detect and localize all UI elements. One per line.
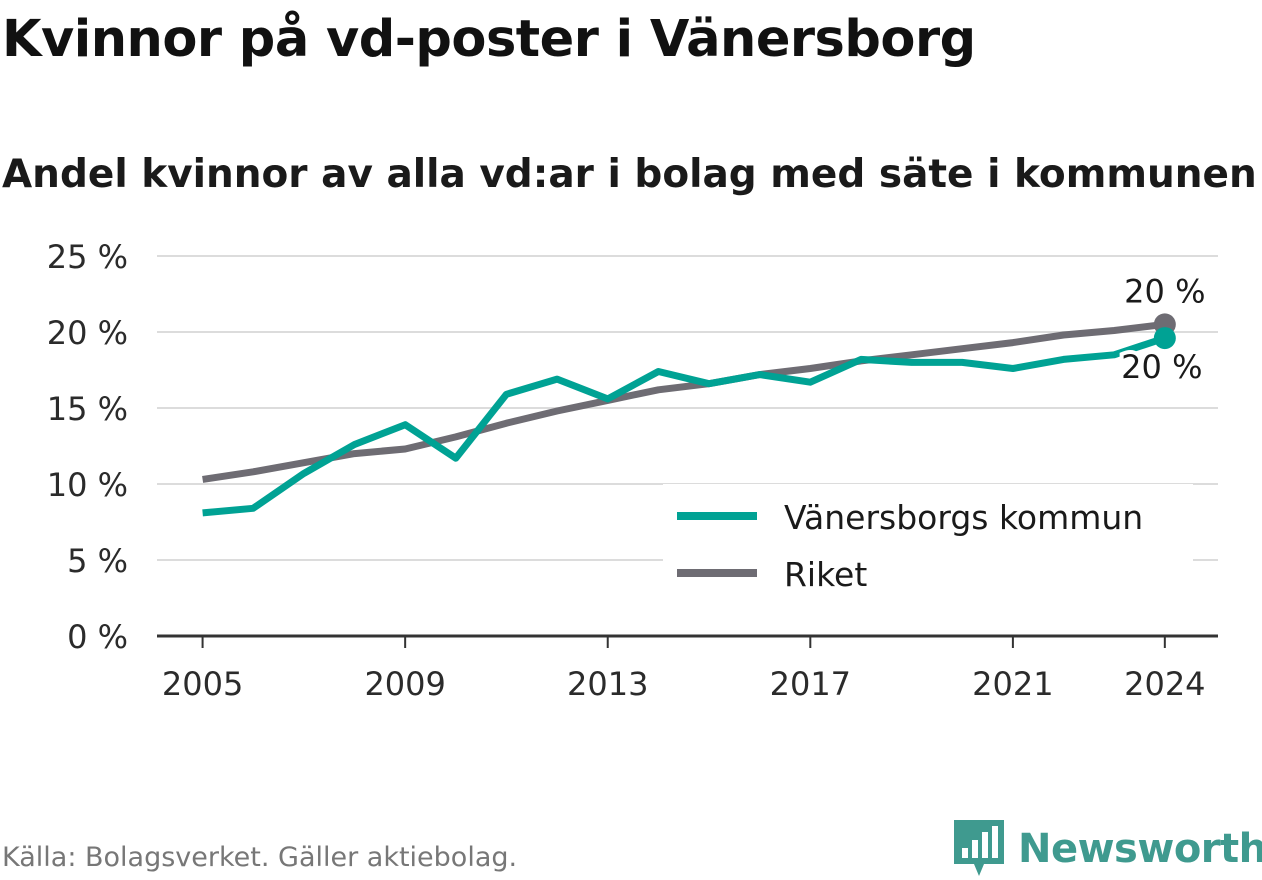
y-tick-label: 5 % [67,542,128,580]
brand-logo: Newsworthy [952,818,1262,880]
y-tick-label: 10 % [47,466,128,504]
x-tick-label: 2013 [567,665,648,703]
data-series [202,313,1176,517]
source-note: Källa: Bolagsverket. Gäller aktiebolag. [2,842,518,873]
newsworthy-logo-icon [954,820,1004,876]
chart-subtitle: Andel kvinnor av alla vd:ar i bolag med … [2,152,1257,197]
end-labels: 20 % 20 % [1117,272,1206,390]
x-tick-label: 2021 [972,665,1053,703]
end-label-vanersborg: 20 % [1121,348,1202,386]
series-line-riket [202,320,1166,483]
legend-label-vanersborg: Vänersborgs kommun [784,498,1143,537]
end-point-vanersborg [1153,327,1176,350]
x-tick-label: 2005 [162,665,243,703]
y-tick-label: 25 % [47,238,128,276]
y-axis-ticks: 0 % 5 % 10 % 15 % 20 % 25 % [47,238,128,656]
series-line-vanersborg [202,334,1166,517]
y-tick-label: 0 % [67,618,128,656]
y-tick-label: 20 % [47,314,128,352]
brand-name: Newsworthy [1018,826,1262,872]
y-tick-label: 15 % [47,390,128,428]
end-label-riket: 20 % [1124,272,1205,310]
x-tick-label: 2017 [770,665,851,703]
legend-background [663,484,1193,606]
legend: Vänersborgs kommun Riket [663,484,1193,606]
x-tick-label: 2024 [1124,665,1205,703]
chart-title: Kvinnor på vd-poster i Vänersborg [2,10,976,69]
x-axis-ticks: 2005 2009 2013 2017 2021 2024 [162,636,1206,703]
x-tick-label: 2009 [364,665,445,703]
legend-label-riket: Riket [784,555,867,594]
